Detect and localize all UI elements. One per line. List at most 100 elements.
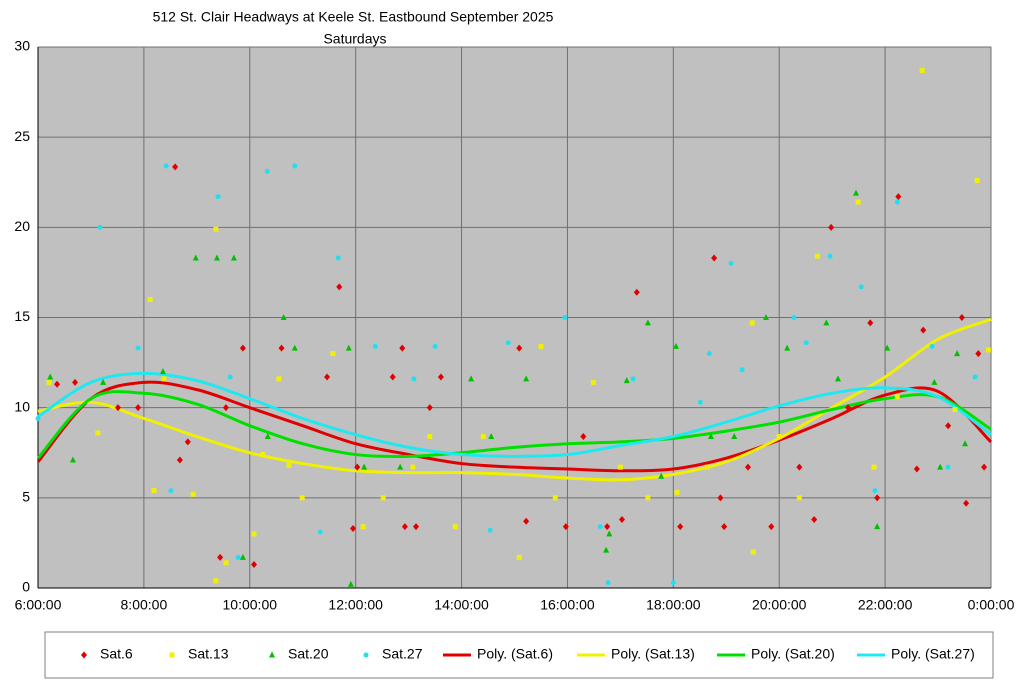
marker — [100, 378, 107, 385]
marker — [985, 347, 991, 353]
marker — [952, 406, 958, 412]
marker — [230, 254, 237, 261]
marker — [151, 488, 157, 494]
marker — [215, 194, 221, 200]
marker — [894, 199, 900, 205]
marker — [617, 464, 623, 470]
marker — [706, 351, 712, 357]
marker — [354, 463, 361, 471]
x-tick-label: 8:00:00 — [121, 597, 168, 613]
marker — [872, 488, 878, 494]
marker — [264, 168, 270, 174]
marker — [597, 524, 603, 530]
marker — [704, 464, 710, 470]
trend-line — [36, 390, 992, 460]
marker — [213, 226, 219, 232]
marker — [749, 320, 755, 326]
marker — [552, 495, 558, 501]
marker — [981, 463, 988, 471]
chart-title: 512 St. Clair Headways at Keele St. East… — [153, 9, 554, 25]
marker — [452, 524, 458, 530]
marker — [330, 351, 336, 357]
marker — [768, 523, 775, 531]
marker — [427, 434, 433, 440]
marker — [590, 379, 596, 385]
marker — [276, 376, 282, 382]
marker — [347, 580, 354, 587]
marker — [677, 523, 684, 531]
marker — [222, 404, 229, 412]
y-tick-label: 25 — [14, 128, 30, 144]
legend-swatch — [269, 651, 275, 658]
x-tick-label: 14:00:00 — [434, 597, 489, 613]
marker — [562, 523, 569, 531]
marker — [380, 495, 386, 501]
marker — [168, 488, 174, 494]
marker — [750, 549, 756, 555]
marker — [721, 523, 728, 531]
marker — [828, 223, 835, 231]
legend-label: Poly. (Sat.13) — [611, 646, 695, 662]
marker — [562, 315, 568, 320]
marker — [516, 554, 522, 560]
marker — [739, 367, 745, 373]
marker — [823, 319, 830, 326]
marker — [731, 433, 738, 440]
marker — [963, 499, 970, 507]
marker — [604, 523, 611, 531]
marker — [172, 163, 179, 171]
marker — [401, 523, 408, 531]
marker — [920, 326, 927, 334]
marker — [286, 462, 292, 468]
marker — [711, 254, 718, 262]
marker — [54, 380, 61, 388]
marker — [744, 463, 751, 471]
marker — [954, 350, 961, 357]
marker — [791, 315, 797, 320]
marker — [630, 376, 636, 382]
marker — [834, 375, 841, 382]
marker — [399, 344, 406, 352]
marker — [538, 343, 544, 349]
marker — [858, 284, 864, 290]
marker — [413, 523, 420, 531]
marker — [432, 343, 438, 349]
marker — [235, 554, 241, 560]
marker — [480, 434, 486, 440]
marker — [728, 260, 734, 266]
x-tick-label: 22:00:00 — [858, 597, 913, 613]
marker — [176, 456, 183, 464]
marker — [674, 489, 680, 495]
marker — [523, 375, 530, 382]
marker — [213, 254, 220, 261]
marker — [929, 343, 935, 349]
marker — [95, 430, 101, 436]
marker — [350, 524, 357, 532]
marker — [437, 373, 444, 381]
marker — [163, 163, 169, 169]
marker — [360, 524, 366, 530]
marker — [895, 193, 902, 201]
marker — [796, 463, 803, 471]
marker — [919, 67, 925, 73]
marker — [606, 530, 613, 537]
marker — [239, 344, 246, 352]
marker — [958, 314, 965, 321]
marker — [69, 456, 76, 463]
marker — [46, 379, 52, 385]
marker — [672, 342, 679, 349]
marker — [874, 494, 881, 502]
marker — [324, 373, 331, 381]
marker — [223, 560, 229, 566]
marker — [975, 350, 982, 358]
x-tick-label: 16:00:00 — [540, 597, 595, 613]
marker — [468, 375, 475, 382]
legend-swatch — [169, 652, 175, 658]
marker — [974, 177, 980, 183]
marker — [291, 344, 298, 351]
marker — [717, 494, 724, 502]
chart-subtitle: Saturdays — [323, 31, 386, 47]
marker — [697, 399, 703, 405]
marker — [227, 374, 233, 380]
